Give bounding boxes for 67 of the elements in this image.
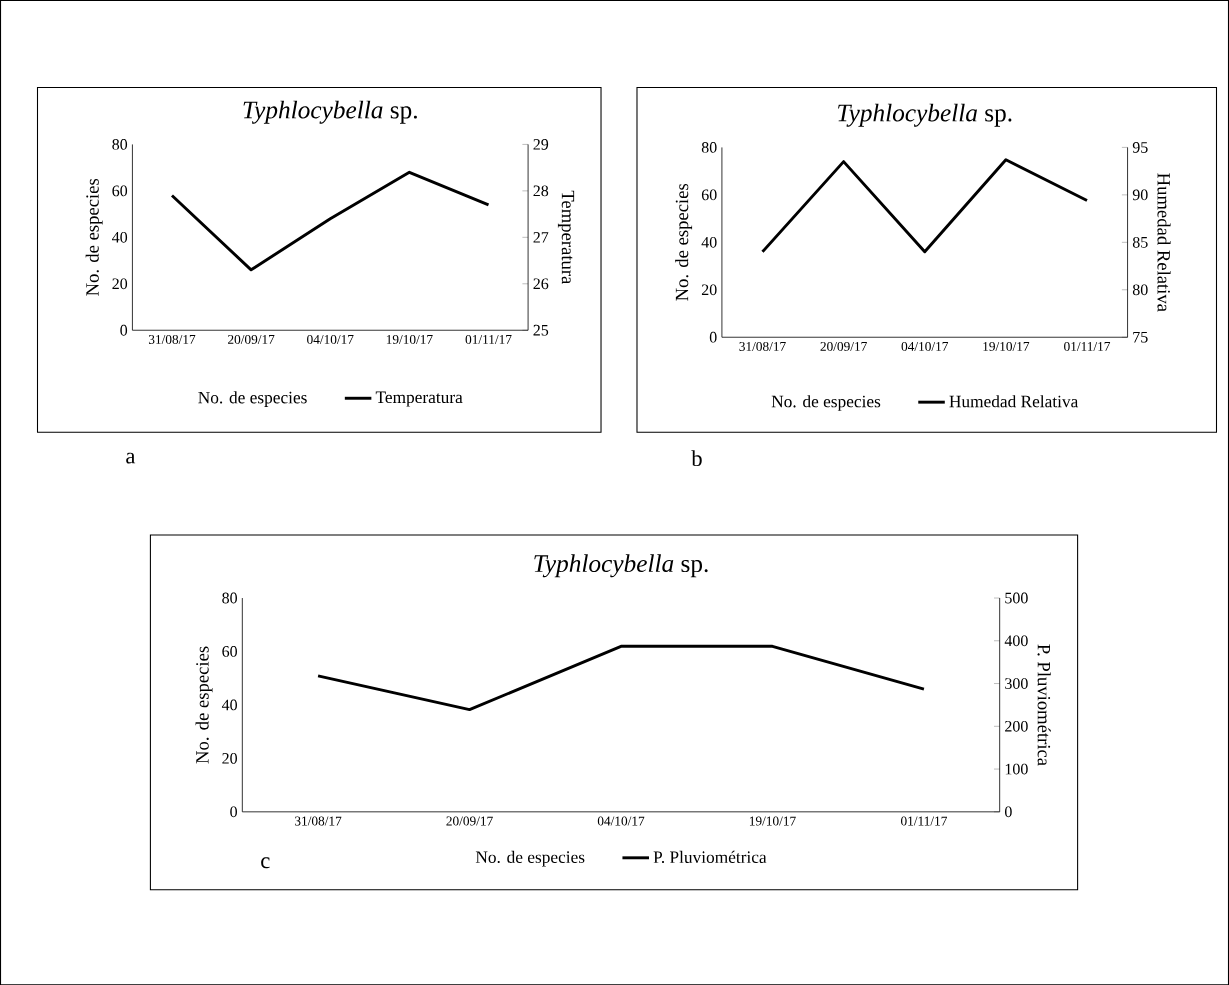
y-tick-label: 60 [112, 185, 128, 197]
y2-tick-label: 25 [533, 324, 549, 336]
y-tick-label: 20 [112, 278, 128, 290]
y2-tick-label: 0 [1004, 806, 1012, 818]
x-tick-label: 20/09/17 [228, 334, 275, 344]
y-tick-label: 20 [701, 284, 717, 296]
text: a [126, 452, 136, 464]
y2-tick-label: 400 [1004, 635, 1028, 647]
y2-tick-label: 26 [533, 278, 549, 290]
x-tick-label: 31/08/17 [295, 816, 342, 826]
x-tick-label: 04/10/17 [597, 816, 645, 826]
text: No. de especies [475, 850, 585, 867]
y2-tick-label: 75 [1133, 331, 1148, 343]
y2-axis-title: Temperatura [557, 190, 575, 284]
line-series [316, 644, 926, 711]
y2-tick-label: 200 [1005, 720, 1028, 732]
line-series [170, 170, 490, 272]
y2-tick-label: 29 [533, 138, 549, 150]
y-axis-title: No. de especies [675, 183, 693, 301]
y-tick-label: 40 [701, 236, 717, 248]
y2-tick-label: 300 [1005, 678, 1028, 689]
x-tick-label: 31/08/17 [739, 341, 786, 351]
y2-tick-label: 85 [1132, 236, 1148, 248]
x-tick-label: 31/08/17 [148, 334, 196, 344]
y2-axis-title: Humedad Relativa [1157, 173, 1171, 312]
line-series [761, 158, 1089, 254]
x-tick-label: 01/11/17 [465, 334, 512, 344]
chart-title: Typhlocybella sp. [243, 100, 417, 124]
y-tick-label: 0 [120, 324, 128, 336]
y-tick-label: 40 [221, 699, 237, 711]
y2-tick-label: 90 [1132, 189, 1148, 201]
y2-tick-label: 28 [533, 185, 549, 197]
y-tick-label: 80 [222, 592, 237, 604]
y2-tick-label: 27 [533, 231, 549, 243]
x-tick-label: 04/10/17 [307, 334, 354, 344]
text: b [691, 450, 702, 466]
legend-label: P. Pluviométrica [653, 850, 767, 863]
x-tick-label: 01/11/17 [1064, 341, 1111, 351]
x-tick-label: 19/10/17 [749, 816, 796, 826]
text: No. de especies [771, 395, 881, 411]
x-tick-label: 20/09/17 [446, 816, 493, 826]
y-tick-label: 60 [701, 189, 717, 201]
y-axis-title: No. de especies [85, 178, 103, 296]
chart-title: Typhlocybella sp. [838, 103, 1012, 127]
x-tick-label: 19/10/17 [386, 334, 433, 344]
y2-tick-label: 500 [1005, 592, 1028, 604]
y2-tick-label: 100 [1005, 763, 1028, 775]
x-tick-label: 20/09/17 [820, 341, 867, 351]
legend-label: Humedad Relativa [949, 395, 1079, 408]
text: c [261, 857, 270, 869]
y-tick-label: 80 [112, 138, 128, 150]
y-tick-label: 60 [222, 645, 237, 657]
chart-title: Typhlocybella sp. [534, 554, 708, 578]
y-tick-label: 0 [230, 806, 237, 818]
x-tick-label: 19/10/17 [983, 341, 1030, 351]
y2-tick-label: 95 [1132, 141, 1148, 153]
y-tick-label: 80 [701, 141, 717, 153]
y2-axis-title: P. Pluviométrica [1037, 644, 1051, 766]
y-axis-title: No. de especies [195, 646, 213, 764]
x-tick-label: 04/10/17 [901, 341, 949, 351]
legend-label: Temperatura [375, 391, 463, 407]
y2-tick-label: 80 [1132, 284, 1148, 296]
text: No. de especies [198, 391, 307, 407]
x-tick-label: 01/11/17 [901, 816, 948, 826]
y-tick-label: 20 [222, 752, 237, 764]
y-tick-label: 0 [709, 331, 717, 343]
y-tick-label: 40 [112, 231, 128, 243]
